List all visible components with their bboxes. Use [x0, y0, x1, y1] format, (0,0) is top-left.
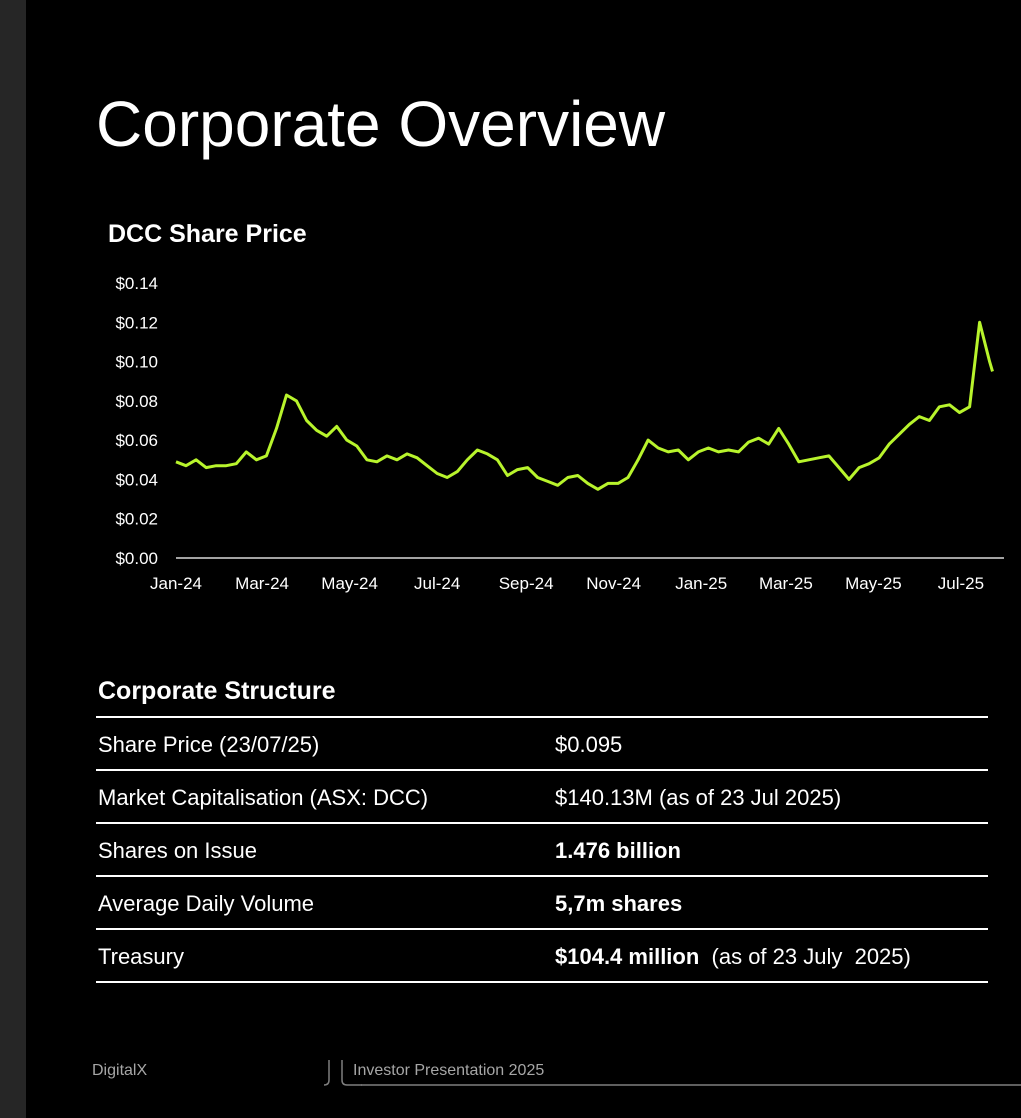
row-value-bold: $104.4 million [555, 944, 700, 969]
x-tick-label: Nov-24 [586, 574, 641, 593]
corporate-structure-table: Share Price (23/07/25) $0.095 Market Capit… [96, 716, 988, 983]
row-value: $140.13M (as of 23 Jul 2025) [555, 785, 841, 811]
row-label: Average Daily Volume [98, 891, 315, 916]
x-tick-label: Mar-25 [759, 574, 813, 593]
y-tick-label: $0.08 [115, 392, 158, 411]
row-label: Market Capitalisation (ASX: DCC) [98, 785, 429, 810]
table-row: Shares on Issue 1.476 billion [96, 824, 988, 877]
row-label: Share Price (23/07/25) [98, 732, 320, 757]
row-value: 1.476 billion [555, 838, 681, 864]
chart-title: DCC Share Price [108, 220, 307, 248]
x-tick-label: Jan-25 [675, 574, 727, 593]
row-value: 5,7m shares [555, 891, 682, 917]
y-tick-label: $0.00 [115, 549, 158, 568]
left-edge-strip [0, 0, 26, 1118]
row-value-bold: 1.476 billion [555, 838, 681, 863]
row-label: Treasury [98, 944, 184, 969]
row-value: $104.4 million (as of 23 July 2025) [555, 944, 911, 970]
table-row: Treasury $104.4 million (as of 23 July 20… [96, 930, 988, 983]
x-tick-label: May-24 [321, 574, 378, 593]
row-value-text: $140.13M (as of 23 Jul 2025) [555, 785, 842, 810]
share-price-series-line [175, 320, 994, 491]
x-tick-label: Sep-24 [499, 574, 554, 593]
row-label: Shares on Issue [98, 838, 257, 863]
x-tick-label: Mar-24 [235, 574, 289, 593]
footer-company: DigitalX [92, 1062, 148, 1079]
table-row: Average Daily Volume 5,7m shares [96, 877, 988, 930]
slide-title: Corporate Overview [96, 88, 666, 160]
slide: Corporate Overview DCC Share Price $0.00… [26, 0, 1021, 1118]
share-price-chart: $0.00 $0.02 $0.04 $0.06 $0.08 $0.10 $0.12 $0.14… [115, 274, 1004, 593]
row-value: $0.095 [555, 732, 622, 758]
x-tick-label: Jul-24 [414, 574, 460, 593]
y-tick-label: $0.10 [115, 353, 158, 372]
y-tick-label: $0.12 [115, 313, 158, 332]
row-value-bold: 5,7m shares [555, 891, 683, 916]
y-tick-label: $0.04 [115, 470, 158, 489]
y-tick-label: $0.06 [115, 431, 158, 450]
corporate-structure-title: Corporate Structure [98, 677, 336, 705]
row-value-text: $0.095 [555, 732, 623, 757]
table-row: Market Capitalisation (ASX: DCC) $140.13M… [96, 771, 988, 824]
footer-presentation: Investor Presentation 2025 [353, 1062, 545, 1079]
table-row: Share Price (23/07/25) $0.095 [96, 718, 988, 771]
x-tick-label: May-25 [845, 574, 902, 593]
row-value-text: (as of 23 July 2025) [699, 944, 911, 969]
footer-divider [323, 1060, 362, 1086]
x-tick-label: Jul-25 [938, 574, 984, 593]
y-tick-label: $0.14 [115, 274, 158, 293]
y-tick-label: $0.02 [115, 510, 158, 529]
x-tick-label: Jan-24 [150, 574, 202, 593]
footer-underline [361, 1084, 1021, 1086]
